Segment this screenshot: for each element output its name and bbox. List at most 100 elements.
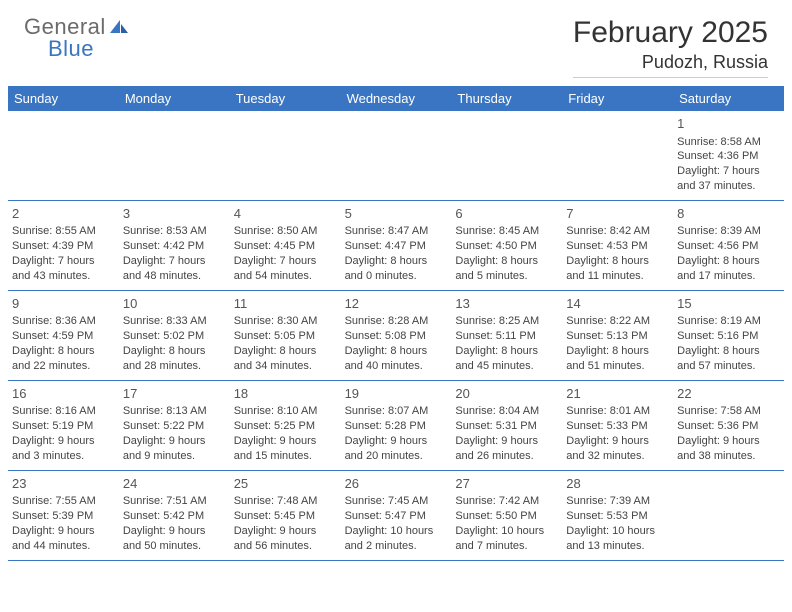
- day-cell: 13Sunrise: 8:25 AMSunset: 5:11 PMDayligh…: [451, 291, 562, 380]
- daylight-text: and 57 minutes.: [677, 359, 780, 374]
- sunrise-text: Sunrise: 8:42 AM: [566, 224, 669, 239]
- sunset-text: Sunset: 4:56 PM: [677, 239, 780, 254]
- daylight-text: and 11 minutes.: [566, 269, 669, 284]
- daylight-text: Daylight: 8 hours: [677, 254, 780, 269]
- daylight-text: and 7 minutes.: [455, 539, 558, 554]
- daylight-text: Daylight: 10 hours: [566, 524, 669, 539]
- sunset-text: Sunset: 4:59 PM: [12, 329, 115, 344]
- location-text: Pudozh, Russia: [573, 52, 768, 78]
- sunset-text: Sunset: 5:02 PM: [123, 329, 226, 344]
- daylight-text: and 40 minutes.: [345, 359, 448, 374]
- sunrise-text: Sunrise: 8:16 AM: [12, 404, 115, 419]
- daylight-text: and 15 minutes.: [234, 449, 337, 464]
- week-row: 1Sunrise: 8:58 AMSunset: 4:36 PMDaylight…: [8, 111, 784, 201]
- sunset-text: Sunset: 4:50 PM: [455, 239, 558, 254]
- daylight-text: Daylight: 9 hours: [345, 434, 448, 449]
- sunrise-text: Sunrise: 8:13 AM: [123, 404, 226, 419]
- day-number: 10: [123, 295, 226, 313]
- sunrise-text: Sunrise: 8:25 AM: [455, 314, 558, 329]
- day-cell: 14Sunrise: 8:22 AMSunset: 5:13 PMDayligh…: [562, 291, 673, 380]
- day-number: 14: [566, 295, 669, 313]
- sunrise-text: Sunrise: 8:33 AM: [123, 314, 226, 329]
- day-cell: 2Sunrise: 8:55 AMSunset: 4:39 PMDaylight…: [8, 201, 119, 290]
- empty-cell: [119, 111, 230, 200]
- daylight-text: and 28 minutes.: [123, 359, 226, 374]
- daylight-text: Daylight: 9 hours: [677, 434, 780, 449]
- daylight-text: and 43 minutes.: [12, 269, 115, 284]
- day-cell: 1Sunrise: 8:58 AMSunset: 4:36 PMDaylight…: [673, 111, 784, 200]
- daylight-text: and 13 minutes.: [566, 539, 669, 554]
- calendar: Sunday Monday Tuesday Wednesday Thursday…: [0, 86, 792, 561]
- sunset-text: Sunset: 4:42 PM: [123, 239, 226, 254]
- day-number: 4: [234, 205, 337, 223]
- sunset-text: Sunset: 5:05 PM: [234, 329, 337, 344]
- sunset-text: Sunset: 4:45 PM: [234, 239, 337, 254]
- logo: GeneralBlue: [24, 16, 129, 60]
- empty-cell: [230, 111, 341, 200]
- day-number: 9: [12, 295, 115, 313]
- sunrise-text: Sunrise: 8:28 AM: [345, 314, 448, 329]
- day-number: 3: [123, 205, 226, 223]
- daylight-text: Daylight: 10 hours: [345, 524, 448, 539]
- sunrise-text: Sunrise: 8:55 AM: [12, 224, 115, 239]
- daylight-text: and 32 minutes.: [566, 449, 669, 464]
- sunrise-text: Sunrise: 8:39 AM: [677, 224, 780, 239]
- daylight-text: and 56 minutes.: [234, 539, 337, 554]
- day-cell: 6Sunrise: 8:45 AMSunset: 4:50 PMDaylight…: [451, 201, 562, 290]
- sunrise-text: Sunrise: 8:07 AM: [345, 404, 448, 419]
- weekday-header: Wednesday: [341, 86, 452, 111]
- day-cell: 26Sunrise: 7:45 AMSunset: 5:47 PMDayligh…: [341, 471, 452, 560]
- sunrise-text: Sunrise: 8:47 AM: [345, 224, 448, 239]
- daylight-text: Daylight: 10 hours: [455, 524, 558, 539]
- day-number: 25: [234, 475, 337, 493]
- daylight-text: and 38 minutes.: [677, 449, 780, 464]
- sunrise-text: Sunrise: 8:10 AM: [234, 404, 337, 419]
- daylight-text: Daylight: 8 hours: [234, 344, 337, 359]
- day-cell: 22Sunrise: 7:58 AMSunset: 5:36 PMDayligh…: [673, 381, 784, 470]
- daylight-text: and 54 minutes.: [234, 269, 337, 284]
- day-number: 13: [455, 295, 558, 313]
- empty-cell: [341, 111, 452, 200]
- sunset-text: Sunset: 4:53 PM: [566, 239, 669, 254]
- week-row: 2Sunrise: 8:55 AMSunset: 4:39 PMDaylight…: [8, 201, 784, 291]
- sunset-text: Sunset: 5:39 PM: [12, 509, 115, 524]
- daylight-text: Daylight: 7 hours: [12, 254, 115, 269]
- sunset-text: Sunset: 5:45 PM: [234, 509, 337, 524]
- day-number: 28: [566, 475, 669, 493]
- day-number: 16: [12, 385, 115, 403]
- daylight-text: Daylight: 8 hours: [677, 344, 780, 359]
- sunset-text: Sunset: 5:28 PM: [345, 419, 448, 434]
- empty-cell: [8, 111, 119, 200]
- day-cell: 19Sunrise: 8:07 AMSunset: 5:28 PMDayligh…: [341, 381, 452, 470]
- sunrise-text: Sunrise: 8:53 AM: [123, 224, 226, 239]
- sunset-text: Sunset: 5:11 PM: [455, 329, 558, 344]
- daylight-text: and 17 minutes.: [677, 269, 780, 284]
- daylight-text: Daylight: 8 hours: [455, 344, 558, 359]
- weekday-header: Saturday: [673, 86, 784, 111]
- day-number: 21: [566, 385, 669, 403]
- daylight-text: Daylight: 9 hours: [12, 434, 115, 449]
- day-number: 1: [677, 115, 780, 133]
- sunrise-text: Sunrise: 8:30 AM: [234, 314, 337, 329]
- day-cell: 25Sunrise: 7:48 AMSunset: 5:45 PMDayligh…: [230, 471, 341, 560]
- day-cell: 9Sunrise: 8:36 AMSunset: 4:59 PMDaylight…: [8, 291, 119, 380]
- daylight-text: and 5 minutes.: [455, 269, 558, 284]
- day-number: 8: [677, 205, 780, 223]
- sunset-text: Sunset: 5:25 PM: [234, 419, 337, 434]
- week-row: 16Sunrise: 8:16 AMSunset: 5:19 PMDayligh…: [8, 381, 784, 471]
- daylight-text: Daylight: 8 hours: [345, 344, 448, 359]
- sunrise-text: Sunrise: 7:42 AM: [455, 494, 558, 509]
- day-cell: 12Sunrise: 8:28 AMSunset: 5:08 PMDayligh…: [341, 291, 452, 380]
- weekday-header: Monday: [119, 86, 230, 111]
- sunrise-text: Sunrise: 7:45 AM: [345, 494, 448, 509]
- daylight-text: and 48 minutes.: [123, 269, 226, 284]
- sunset-text: Sunset: 5:53 PM: [566, 509, 669, 524]
- day-number: 18: [234, 385, 337, 403]
- sunset-text: Sunset: 4:47 PM: [345, 239, 448, 254]
- sunrise-text: Sunrise: 8:50 AM: [234, 224, 337, 239]
- sunset-text: Sunset: 5:42 PM: [123, 509, 226, 524]
- daylight-text: Daylight: 7 hours: [677, 164, 780, 179]
- sunrise-text: Sunrise: 8:19 AM: [677, 314, 780, 329]
- daylight-text: and 50 minutes.: [123, 539, 226, 554]
- sunset-text: Sunset: 5:13 PM: [566, 329, 669, 344]
